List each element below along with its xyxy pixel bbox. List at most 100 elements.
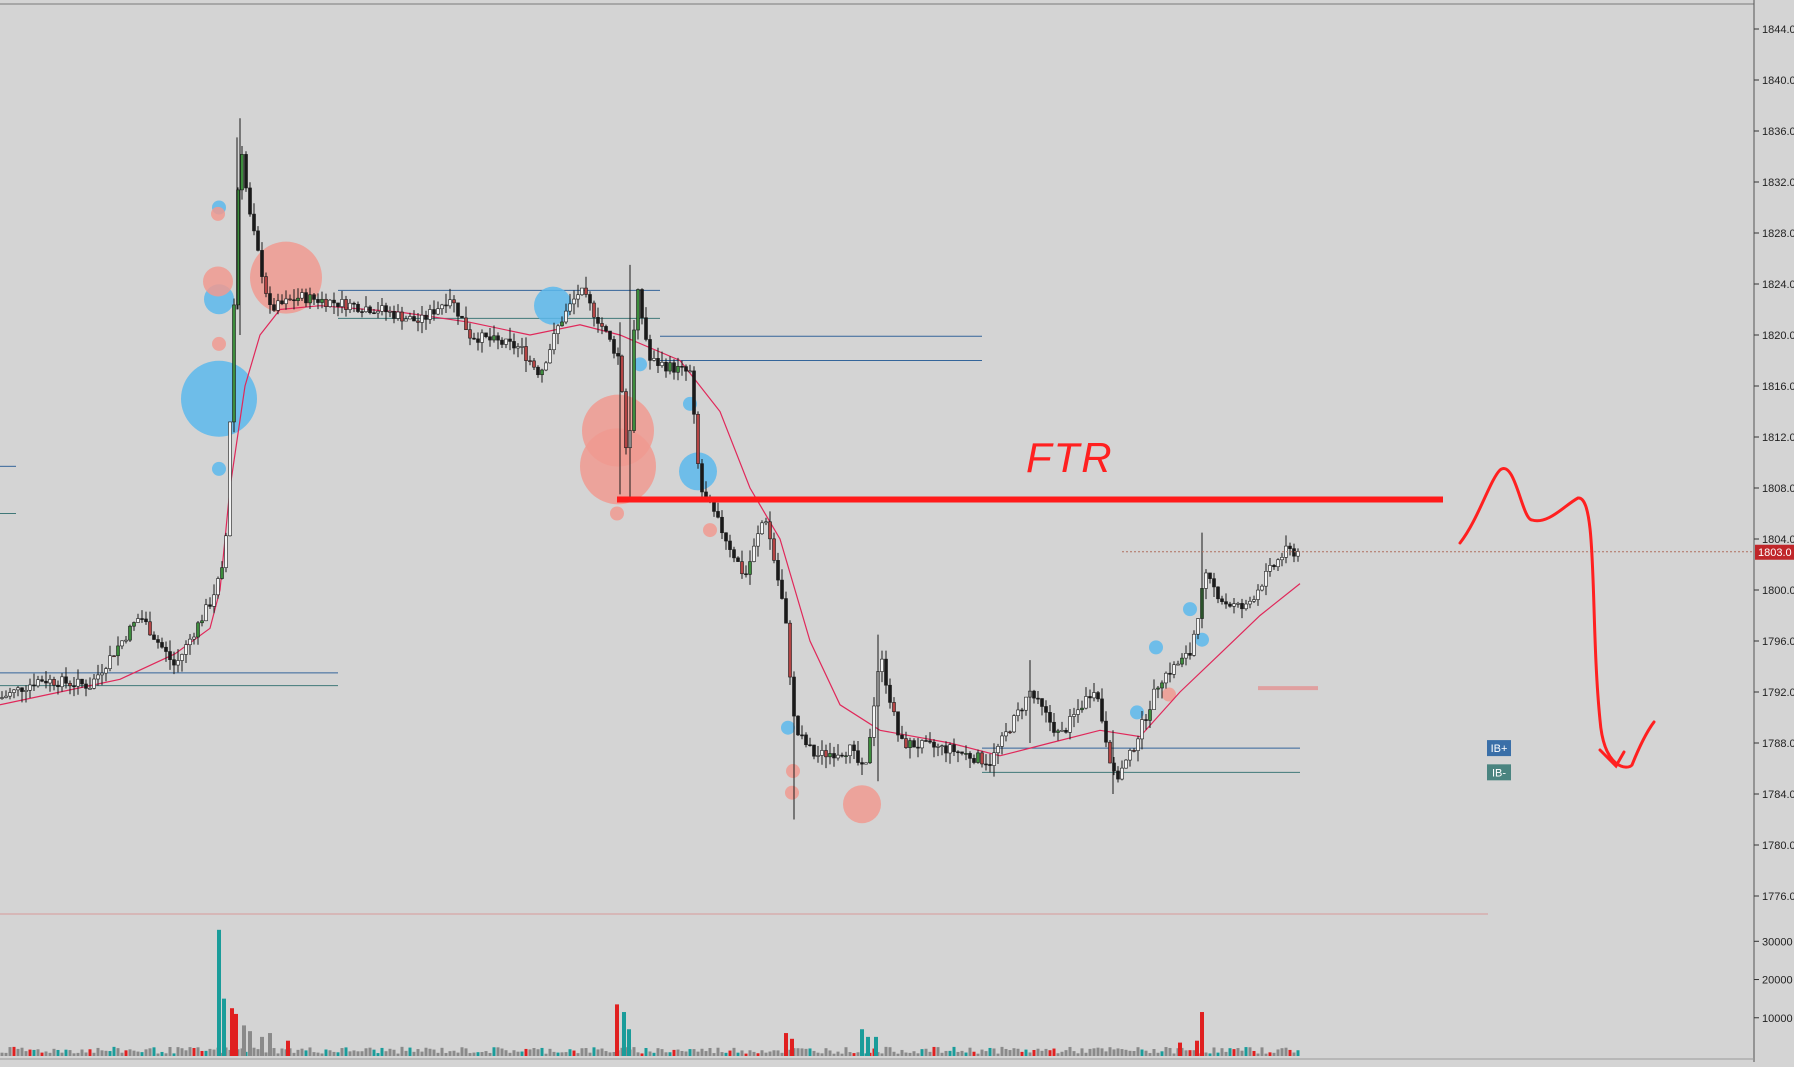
volume-spike-bar [627,1029,631,1056]
candle-body [913,741,916,748]
candle-body [365,307,368,312]
candle-body [357,304,360,311]
candle-body [457,303,460,316]
volume-bar [1129,1051,1132,1056]
volume-bar [1185,1050,1188,1056]
volume-bar [401,1047,404,1056]
volume-bar [949,1051,952,1056]
candle-body [885,659,888,685]
volume-bar [93,1053,96,1056]
candle-body [669,363,672,371]
candle-body [493,336,496,340]
volume-axis-label: 20000 [1762,975,1793,987]
candle-body [769,522,772,539]
volume-bar [453,1051,456,1056]
candle-body [725,533,728,541]
candle-body [497,336,500,340]
sell-volume-bubble [786,764,800,778]
volume-bar [129,1049,132,1056]
candle-body [797,716,800,735]
volume-bar [329,1050,332,1056]
volume-bar [801,1048,804,1056]
candle-body [501,340,504,344]
volume-bar [445,1053,448,1056]
candle-body [1221,599,1224,602]
candle-body [209,605,212,607]
buy-volume-bubble [1183,602,1197,616]
candle-body [397,312,400,318]
candle-body [241,154,244,189]
candle-body [1,698,4,699]
candle-body [249,188,252,214]
candle-body [929,741,932,742]
candle-body [909,741,912,748]
candle-body [305,293,308,303]
candle-body [1061,730,1064,731]
volume-bar [1261,1047,1264,1056]
candle-body [1053,722,1056,732]
volume-bar [945,1051,948,1056]
candle-body [1125,760,1128,768]
candle-body [9,693,12,697]
volume-bar [997,1054,1000,1056]
buy-volume-bubble [781,721,795,735]
candle-body [1229,604,1232,606]
volume-bar [533,1048,536,1056]
volume-bar [1273,1053,1276,1056]
volume-axis-label: 30000 [1762,936,1793,948]
candle-body [1065,730,1068,732]
candle-body [801,735,804,736]
candle-body [605,326,608,331]
candle-body [153,635,156,640]
candle-body [1097,693,1100,699]
volume-bar [469,1053,472,1056]
candle-body [253,214,256,231]
candle-body [1141,720,1144,739]
candle-body [1261,586,1264,590]
sell-volume-bubble [580,428,656,504]
candle-body [1033,691,1036,698]
volume-bar [85,1052,88,1056]
volume-bar [1013,1048,1016,1056]
candle-body [333,300,336,303]
candle-body [1193,634,1196,655]
candle-body [225,536,228,568]
volume-spike-bar [234,1014,238,1056]
volume-bar [81,1050,84,1056]
candle-body [745,574,748,575]
candle-body [805,735,808,745]
candle-body [489,337,492,340]
volume-bar [13,1047,16,1056]
volume-bar [813,1051,816,1056]
candle-body [361,312,364,313]
candle-body [181,654,184,660]
volume-bar [449,1051,452,1056]
candle-body [545,363,548,370]
volume-bar [273,1048,276,1056]
candle-body [853,745,856,751]
candle-body [325,299,328,306]
candle-body [1005,732,1008,736]
candle-body [445,305,448,306]
volume-bar [209,1049,212,1056]
volume-bar [325,1049,328,1056]
candle-body [597,317,600,323]
candle-body [21,688,24,692]
candle-body [757,534,760,546]
volume-bar [821,1053,824,1056]
volume-bar [1113,1049,1116,1056]
volume-bar [1281,1048,1284,1056]
volume-bar [941,1053,944,1056]
price-axis-label: 1820.0 [1762,330,1794,342]
candle-body [161,642,164,647]
volume-bar [1189,1050,1192,1056]
volume-bar [29,1050,32,1056]
volume-bar [557,1053,560,1056]
candle-body [677,366,680,372]
volume-bar [353,1050,356,1056]
volume-bar [305,1050,308,1056]
volume-bar [1033,1050,1036,1056]
